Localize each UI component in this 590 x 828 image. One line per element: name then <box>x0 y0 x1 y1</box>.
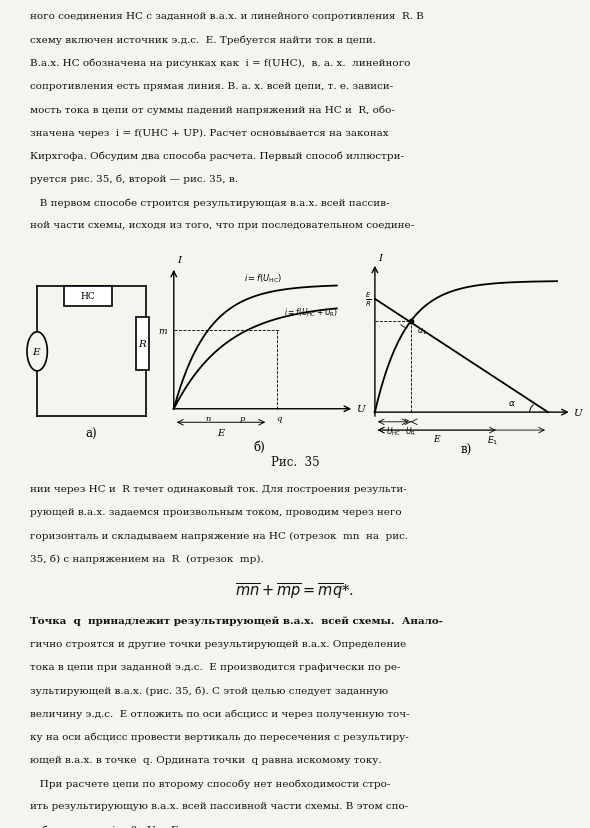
Text: НС: НС <box>81 292 96 301</box>
Text: R: R <box>139 339 146 349</box>
Text: собе из точки  i = 0,  U = E  в точку: собе из точки i = 0, U = E в точку <box>30 825 225 828</box>
Text: мость тока в цепи от суммы падений напряжений на НС и  R, обо-: мость тока в цепи от суммы падений напря… <box>30 105 394 114</box>
Text: $\overline{mn} + \overline{mp} = \overline{mq}$*.: $\overline{mn} + \overline{mp} = \overli… <box>235 581 355 601</box>
Text: Точка  q  принадлежит результирующей в.а.х.  всей схемы.  Анало-: Точка q принадлежит результирующей в.а.х… <box>30 616 442 625</box>
Text: При расчете цепи по второму способу нет необходимости стро-: При расчете цепи по второму способу нет … <box>30 778 390 787</box>
Text: E: E <box>218 428 225 437</box>
Text: U: U <box>356 405 365 414</box>
Text: $U_{\rm R}$: $U_{\rm R}$ <box>405 425 417 437</box>
Text: q: q <box>276 415 281 422</box>
Text: $\frac{E}{R}$: $\frac{E}{R}$ <box>365 291 371 309</box>
Text: E: E <box>434 434 440 443</box>
Text: 35, б) с напряжением на  R  (отрезок  mp).: 35, б) с напряжением на R (отрезок mp). <box>30 554 263 563</box>
Text: ку на оси абсцисс провести вертикаль до пересечения с результиру-: ку на оси абсцисс провести вертикаль до … <box>30 732 408 741</box>
Text: В.а.х. НС обозначена на рисунках как  i = f(UНC),  в. а. х.  линейного: В.а.х. НС обозначена на рисунках как i =… <box>30 59 410 68</box>
Text: m: m <box>159 326 167 335</box>
Text: I: I <box>379 253 383 262</box>
Text: значена через  i = f(UНC + UР). Расчет основывается на законах: значена через i = f(UНC + UР). Расчет ос… <box>30 128 388 137</box>
Text: ной части схемы, исходя из того, что при последовательном соедине-: ной части схемы, исходя из того, что при… <box>30 221 414 230</box>
Text: а): а) <box>86 427 97 440</box>
Text: I: I <box>177 256 181 265</box>
Text: n: n <box>205 415 211 422</box>
Text: U: U <box>573 408 582 417</box>
FancyBboxPatch shape <box>136 318 149 370</box>
Text: E: E <box>32 348 40 356</box>
Text: ющей в.а.х. в точке  q. Ордината точки  q равна искомому току.: ющей в.а.х. в точке q. Ордината точки q … <box>30 755 381 764</box>
Text: рующей в.а.х. задаемся произвольным током, проводим через него: рующей в.а.х. задаемся произвольным токо… <box>30 508 401 517</box>
Text: p: p <box>240 415 245 422</box>
Text: руется рис. 35, б, второй — рис. 35, в.: руется рис. 35, б, второй — рис. 35, в. <box>30 175 238 184</box>
Text: В первом способе строится результирующая в.а.х. всей пассив-: В первом способе строится результирующая… <box>30 198 389 207</box>
Text: $\alpha$: $\alpha$ <box>507 398 516 407</box>
Text: нии через НС и  R течет одинаковый ток. Для построения результи-: нии через НС и R течет одинаковый ток. Д… <box>30 484 407 493</box>
Text: схему включен источник э.д.с.  E. Требуется найти ток в цепи.: схему включен источник э.д.с. E. Требует… <box>30 36 375 45</box>
Text: $\alpha_1$: $\alpha_1$ <box>417 326 427 337</box>
Text: Рис.  35: Рис. 35 <box>271 455 319 469</box>
Text: горизонталь и складываем напряжение на НС (отрезок  mn  на  рис.: горизонталь и складываем напряжение на Н… <box>30 531 408 540</box>
Text: Кирхгофа. Обсудим два способа расчета. Первый способ иллюстри-: Кирхгофа. Обсудим два способа расчета. П… <box>30 152 404 161</box>
Text: $i=f(U_{\rm HC})$: $i=f(U_{\rm HC})$ <box>244 272 282 285</box>
Text: сопротивления есть прямая линия. В. а. х. всей цепи, т. е. зависи-: сопротивления есть прямая линия. В. а. х… <box>30 82 392 91</box>
Text: величину э.д.с.  E отложить по оси абсцисс и через полученную точ-: величину э.д.с. E отложить по оси абсцис… <box>30 709 409 718</box>
Text: зультирующей в.а.х. (рис. 35, б). С этой целью следует заданную: зультирующей в.а.х. (рис. 35, б). С этой… <box>30 686 388 695</box>
Text: ить результирующую в.а.х. всей пассивной части схемы. В этом спо-: ить результирующую в.а.х. всей пассивной… <box>30 802 408 811</box>
Text: тока в цепи при заданной э.д.с.  E производится графически по ре-: тока в цепи при заданной э.д.с. E произв… <box>30 662 400 672</box>
Text: гично строятся и другие точки результирующей в.а.х. Определение: гично строятся и другие точки результиру… <box>30 639 406 648</box>
Text: $i=f(U_{\rm HC}+U_{\rm R})$: $i=f(U_{\rm HC}+U_{\rm R})$ <box>284 306 338 318</box>
Text: б): б) <box>254 440 266 453</box>
FancyBboxPatch shape <box>64 286 112 306</box>
Text: в): в) <box>460 443 471 456</box>
Text: ного соединения НС с заданной в.а.х. и линейного сопротивления  R. В: ного соединения НС с заданной в.а.х. и л… <box>30 12 424 22</box>
Text: $E_1$: $E_1$ <box>487 434 499 446</box>
Circle shape <box>27 332 47 372</box>
Text: $U_{\rm HC}$: $U_{\rm HC}$ <box>386 425 401 437</box>
